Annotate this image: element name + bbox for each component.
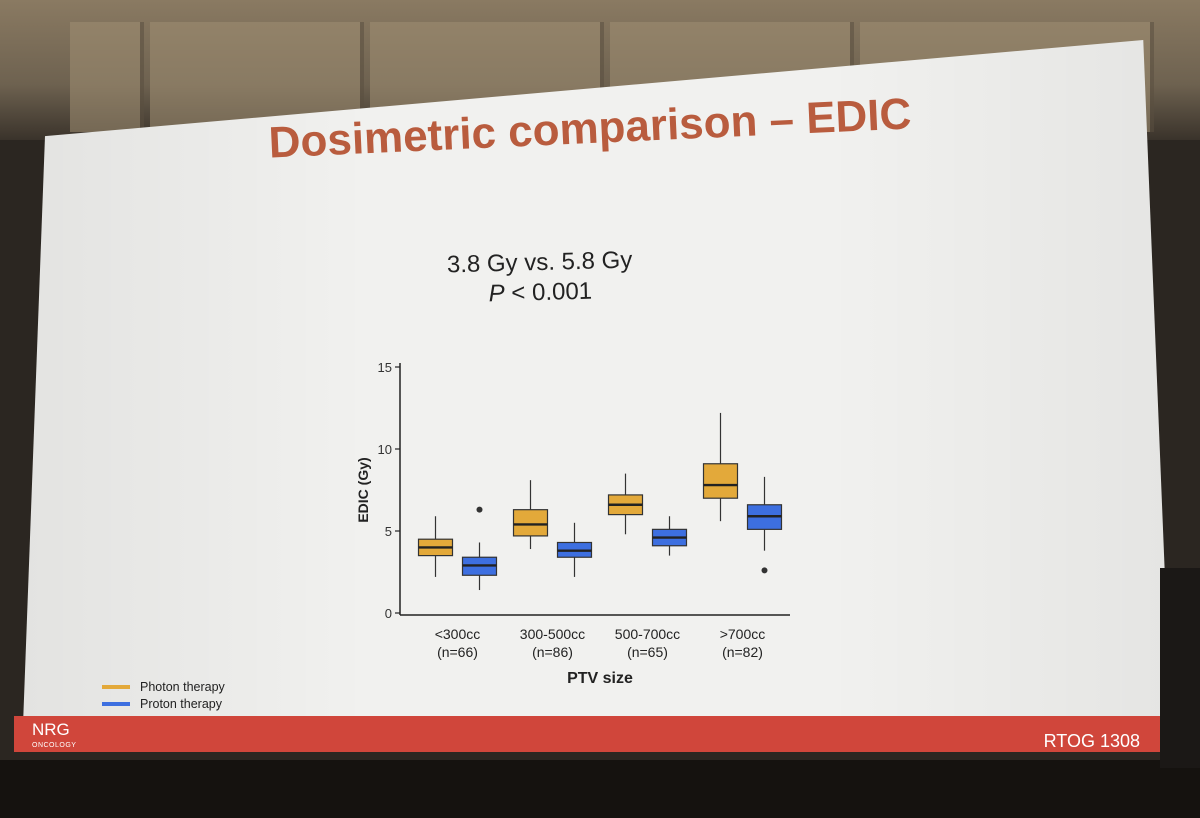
y-axis-title: EDIC (Gy) — [355, 457, 371, 522]
slide-subtitle: 3.8 Gy vs. 5.8 Gy P < 0.001 — [299, 242, 780, 315]
projection-screen — [22, 40, 1172, 752]
x-axis-title: PTV size — [567, 670, 633, 687]
logo-text: NRG — [32, 720, 70, 739]
photon-box — [512, 509, 549, 537]
legend-item-photon: Photon therapy — [102, 678, 225, 695]
boxplot-chart: 0 5 10 15 EDIC (Gy) <300cc (n=66) 300-500cc (n=8… — [355, 360, 790, 687]
x-tick-label: <300cc — [435, 626, 481, 642]
y-tick-label: 10 — [378, 442, 392, 457]
legend-swatch-proton — [102, 701, 130, 706]
slide-footer-bar — [14, 716, 1170, 752]
legend-label-proton: Proton therapy — [140, 696, 222, 711]
y-tick-label: 5 — [385, 524, 392, 539]
x-tick-label: >700cc — [720, 626, 766, 642]
study-id: RTOG 1308 — [1043, 731, 1140, 751]
p-symbol: P — [488, 279, 506, 308]
screen-shading — [22, 40, 1172, 752]
x-tick-label: (n=65) — [627, 644, 668, 660]
x-tick-label: (n=86) — [532, 644, 573, 660]
legend-swatch-photon — [102, 684, 130, 689]
legend-label-photon: Photon therapy — [140, 679, 225, 694]
proton-outlier — [476, 506, 483, 513]
x-tick-label: 500-700cc — [615, 626, 680, 642]
x-tick-label: (n=66) — [437, 644, 478, 660]
x-tick-label: (n=82) — [722, 644, 763, 660]
logo-subtext: ONCOLOGY — [32, 742, 77, 749]
photon-box — [702, 463, 739, 499]
proton-outlier — [761, 567, 768, 574]
y-tick-label: 15 — [378, 360, 392, 375]
p-value: < 0.001 — [504, 277, 593, 307]
y-tick-label: 0 — [385, 606, 392, 621]
legend: Photon therapy Proton therapy — [102, 678, 225, 712]
legend-item-proton: Proton therapy — [102, 695, 225, 712]
x-tick-label: 300-500cc — [520, 626, 585, 642]
podium — [1160, 568, 1200, 768]
room-floor — [0, 760, 1200, 818]
nrg-logo: NRG ONCOLOGY — [32, 720, 77, 754]
wall-panel — [70, 22, 144, 132]
